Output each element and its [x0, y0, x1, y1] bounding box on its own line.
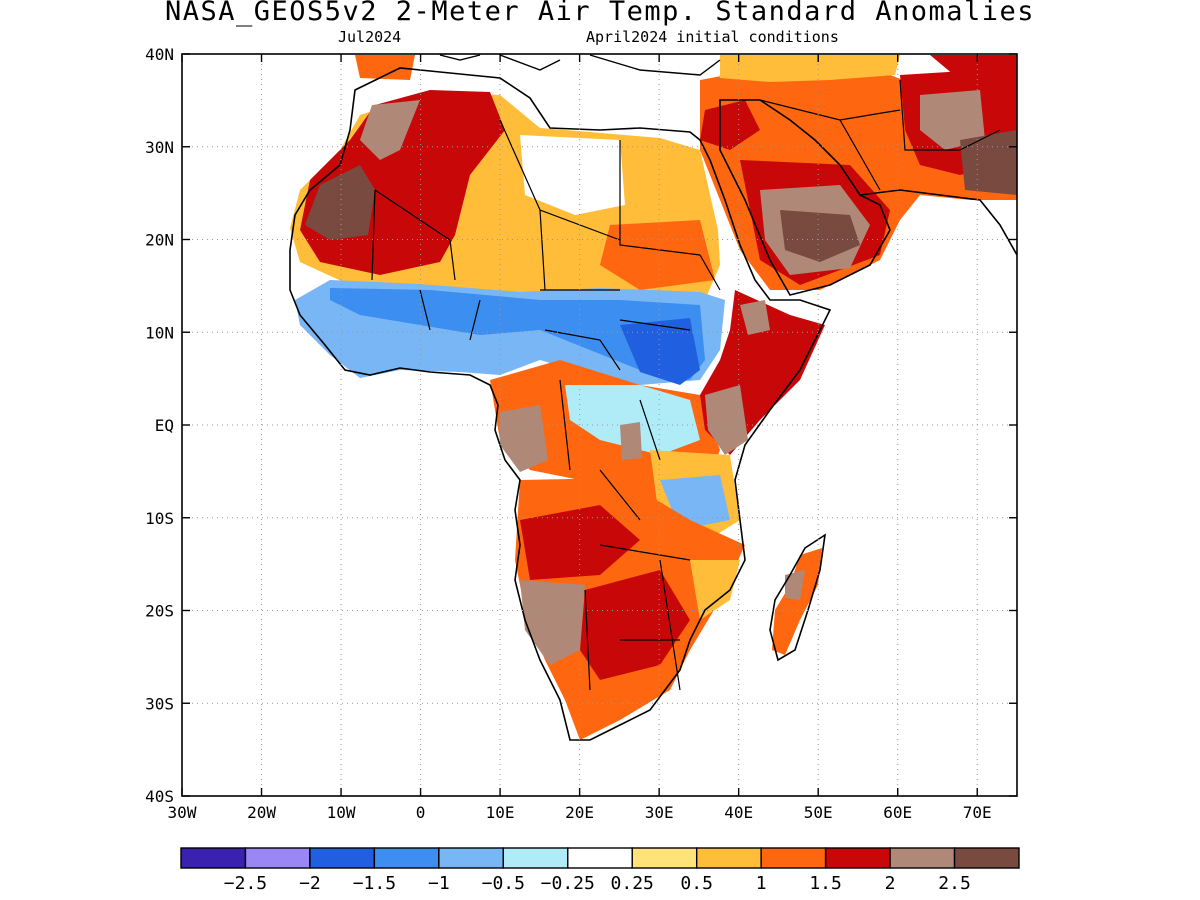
lon-tick-label: 70E	[963, 803, 992, 822]
anomaly-region-congo-hotspot	[620, 422, 642, 460]
anomaly-region-congo-cool	[565, 385, 700, 455]
lon-tick-label: 20E	[565, 803, 594, 822]
anomaly-region-mozambique-orange	[690, 560, 740, 620]
lat-tick-label: 20N	[145, 231, 174, 250]
anomaly-region-pakistan-hot	[960, 130, 1017, 195]
anomaly-region-botswana-red	[580, 570, 690, 680]
colorbar-label: −0.5	[482, 873, 525, 894]
lat-tick-label: 30S	[145, 694, 174, 713]
colorbar-label: 0.25	[611, 873, 654, 894]
iran-coastline	[859, 189, 1017, 256]
lat-tick-label: 30N	[145, 138, 174, 157]
lon-tick-label: 30E	[645, 803, 674, 822]
lon-tick-label: 60E	[883, 803, 912, 822]
lon-tick-label: 50E	[804, 803, 833, 822]
axis-ticks: 30W 20W 10W 0 10E 20E 30E 40E 50E 60E 70E 40N 30N 20N…	[145, 45, 1017, 822]
colorbar-label: −2	[299, 873, 321, 894]
anomaly-region-madagascar-hot	[785, 570, 805, 600]
colorbar-swatch	[824, 847, 891, 869]
colorbar-label: −1.5	[353, 873, 396, 894]
anomaly-region-iran-hot	[920, 90, 985, 150]
lat-tick-label: 40S	[145, 787, 174, 806]
colorbar-swatch	[631, 847, 698, 869]
colorbar-label: −2.5	[224, 873, 267, 894]
lat-tick-label: EQ	[155, 416, 174, 435]
anomaly-region-mauritania-hot	[305, 165, 375, 240]
anomaly-region-south-sudan-cool	[620, 318, 700, 385]
chart-title: NASA_GEOS5v2 2-Meter Air Temp. Standard …	[164, 0, 1035, 27]
anomaly-region-maghreb-orange	[355, 55, 415, 80]
anomaly-region-caspian-hot	[930, 55, 1017, 85]
colorbar-swatch	[244, 847, 311, 869]
lat-tick-label: 20S	[145, 602, 174, 621]
colorbar-label: 1	[756, 873, 767, 894]
anomaly-field	[290, 55, 1017, 740]
anomaly-region-central-sahara	[520, 135, 625, 215]
anomaly-region-namibia-hot	[520, 580, 585, 665]
colorbar-swatch	[309, 847, 376, 869]
initial-conditions-label: April2024 initial conditions	[586, 28, 839, 46]
colorbar-label: −1	[428, 873, 450, 894]
colorbar-swatch	[695, 847, 762, 869]
anomaly-region-madagascar	[772, 548, 822, 655]
anomaly-region-morocco-hot	[360, 100, 420, 160]
middle-east-borders	[759, 79, 1001, 191]
colorbar: −2.5 −2 −1.5 −1 −0.5 −0.25 0.25 0.5 1 1.5 2 2.5	[180, 847, 1020, 894]
valid-month-label: Jul2024	[338, 28, 402, 46]
lon-tick-label: 20W	[247, 803, 276, 822]
anomaly-region-sudan-orange	[600, 220, 715, 290]
lat-tick-label: 10N	[145, 323, 174, 342]
colorbar-label: 2	[885, 873, 896, 894]
colorbar-label: 0.5	[680, 873, 713, 894]
lon-tick-label: 40E	[724, 803, 753, 822]
colorbar-swatch	[502, 847, 569, 869]
arabia-coastline	[719, 99, 891, 296]
madagascar-coastline	[769, 533, 827, 662]
lat-tick-label: 40N	[145, 45, 174, 64]
colorbar-label: −0.25	[541, 873, 595, 894]
colorbar-swatch	[373, 847, 440, 869]
mediterranean-north-coast	[439, 54, 721, 76]
lon-tick-label: 10W	[327, 803, 356, 822]
colorbar-label: 2.5	[938, 873, 971, 894]
lon-tick-label: 0	[416, 803, 426, 822]
anomaly-region-rub-al-khali	[780, 210, 860, 262]
anomaly-region-kenya-hot	[705, 385, 748, 455]
lat-tick-label: 10S	[145, 509, 174, 528]
anomaly-region-gabon-hot	[500, 405, 548, 472]
colorbar-label: 1.5	[809, 873, 842, 894]
anomaly-region-turkey	[720, 55, 900, 82]
colorbar-swatch	[438, 847, 505, 869]
colorbar-swatch	[567, 847, 633, 869]
anomaly-region-ethiopia-hot	[740, 300, 770, 335]
colorbar-swatch	[180, 847, 247, 869]
anomaly-region-levant	[700, 100, 760, 150]
anomaly-region-angola-red	[520, 505, 640, 580]
lon-tick-label: 10E	[486, 803, 515, 822]
lon-tick-label: 30W	[168, 803, 197, 822]
colorbar-swatch	[760, 847, 827, 869]
coastlines	[289, 54, 1017, 741]
colorbar-swatch	[889, 847, 956, 869]
africa-coastline	[289, 67, 832, 741]
colorbar-swatch	[953, 847, 1020, 869]
